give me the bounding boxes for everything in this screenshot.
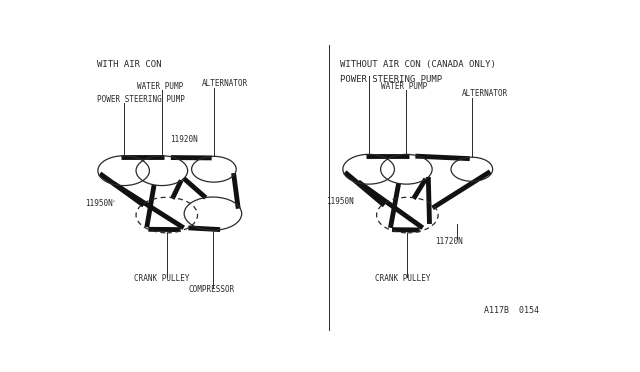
Text: 11950N: 11950N bbox=[85, 199, 113, 208]
Text: CRANK PULLEY: CRANK PULLEY bbox=[134, 274, 189, 283]
Text: WATER PUMP: WATER PUMP bbox=[381, 82, 428, 91]
Text: 11950N: 11950N bbox=[326, 197, 354, 206]
Text: ALTERNATOR: ALTERNATOR bbox=[202, 79, 248, 88]
Text: POWER STEERING PUMP: POWER STEERING PUMP bbox=[97, 95, 185, 104]
Text: A117B  0154: A117B 0154 bbox=[484, 306, 540, 315]
Text: WATER PUMP: WATER PUMP bbox=[137, 82, 183, 91]
Text: 11720N: 11720N bbox=[435, 237, 462, 246]
Text: COMPRESSOR: COMPRESSOR bbox=[188, 285, 234, 294]
Text: POWER STEERING PUMP: POWER STEERING PUMP bbox=[340, 75, 442, 84]
Text: 11920N: 11920N bbox=[170, 135, 198, 144]
Text: WITH AIR CON: WITH AIR CON bbox=[97, 60, 162, 70]
Text: CRANK PULLEY: CRANK PULLEY bbox=[375, 274, 431, 283]
Text: WITHOUT AIR CON (CANADA ONLY): WITHOUT AIR CON (CANADA ONLY) bbox=[340, 60, 496, 70]
Text: ALTERNATOR: ALTERNATOR bbox=[462, 89, 508, 98]
